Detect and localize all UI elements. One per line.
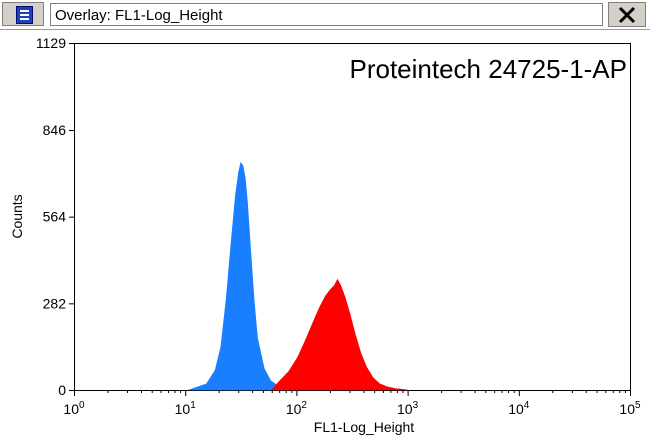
x-tick-label: 103	[397, 400, 419, 417]
x-tick-label: 102	[286, 400, 308, 417]
document-icon[interactable]	[2, 2, 44, 26]
x-tick-label: 104	[508, 400, 530, 417]
x-tick-label: 105	[619, 400, 641, 417]
y-tick-label: 1129	[36, 35, 66, 51]
histogram-series-1	[188, 161, 289, 391]
series-layer	[188, 161, 408, 391]
y-tick-label: 564	[43, 209, 67, 225]
chart-annotation: Proteintech 24725-1-AP	[349, 54, 627, 84]
document-icon-glyph	[16, 6, 33, 24]
y-axis-title: Counts	[9, 194, 25, 238]
close-button[interactable]	[608, 2, 646, 27]
x-tick-label: 100	[63, 400, 85, 417]
y-tick-label: 846	[43, 122, 67, 138]
x-axis-title: FL1-Log_Height	[314, 419, 415, 435]
x-tick-label: 101	[175, 400, 197, 417]
y-tick-label: 282	[43, 295, 67, 311]
window-title: Overlay: FL1-Log_Height	[55, 7, 223, 24]
y-tick-label: 0	[58, 382, 66, 398]
close-icon	[618, 6, 636, 24]
histogram-series-2	[271, 278, 408, 391]
window-titlebar: Overlay: FL1-Log_Height	[0, 0, 650, 30]
window-title-box: Overlay: FL1-Log_Height	[50, 3, 603, 26]
